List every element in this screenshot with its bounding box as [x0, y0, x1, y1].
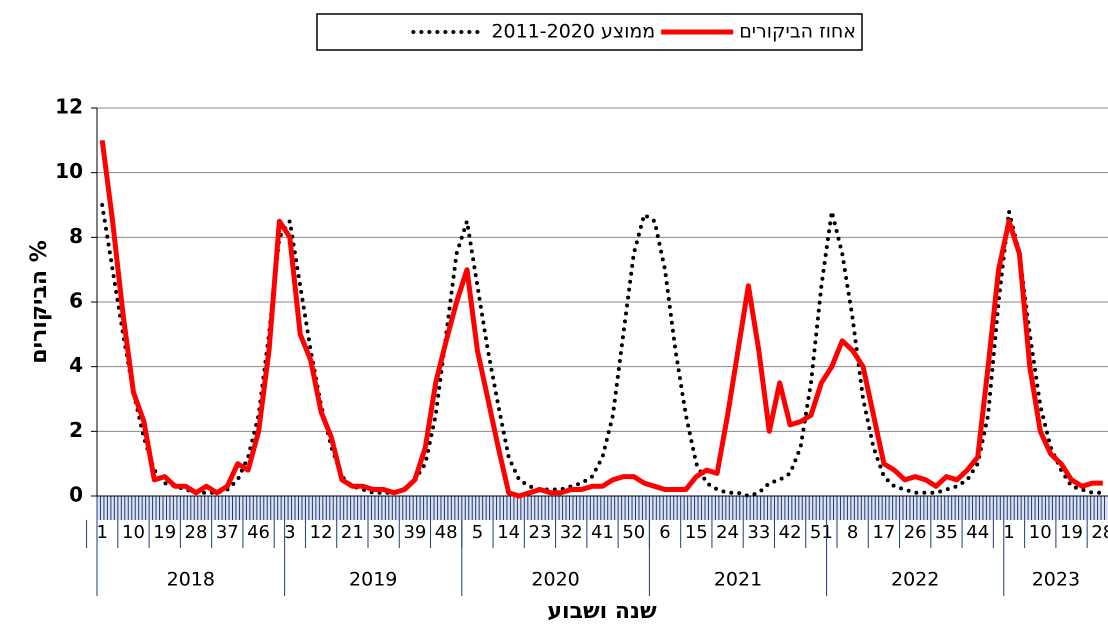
y-tick-label: 8: [69, 224, 83, 248]
y-tick-label: 10: [55, 159, 83, 183]
legend-label: ממוצע 2011-2020: [491, 21, 655, 43]
x-tick-label: 14: [497, 522, 520, 543]
x-tick-label: 1: [1003, 522, 1014, 543]
x-axis-title: שנה ושבוע: [547, 599, 657, 624]
x-tick-label: 48: [435, 522, 458, 543]
y-tick-label: 12: [55, 95, 83, 119]
x-tick-label: 46: [247, 522, 270, 543]
x-tick-label: 39: [403, 522, 426, 543]
series-line: [100, 203, 1105, 498]
legend-box: [316, 13, 863, 51]
x-tick-label: 28: [185, 522, 208, 543]
year-label: 2023: [1032, 569, 1080, 591]
y-tick-label: 4: [69, 353, 83, 377]
x-tick-label: 26: [904, 522, 927, 543]
x-tick-label: 42: [779, 522, 802, 543]
year-label: 2018: [167, 569, 215, 591]
x-tick-label: 17: [872, 522, 895, 543]
x-tick-label: 1: [96, 522, 107, 543]
x-tick-label: 35: [935, 522, 958, 543]
x-tick-label: 3: [284, 522, 295, 543]
y-tick-label: 0: [69, 483, 83, 507]
x-tick-label: 37: [216, 522, 239, 543]
x-tick-label: 5: [472, 522, 483, 543]
x-tick-label: 50: [622, 522, 645, 543]
series-line: [99, 139, 1103, 499]
x-tick-label: 19: [153, 522, 176, 543]
x-tick-label: 19: [1060, 522, 1083, 543]
year-label: 2020: [531, 569, 579, 591]
x-tick-label: 33: [747, 522, 770, 543]
x-tick-label: 28: [1091, 522, 1108, 543]
x-axis-band: [97, 496, 1108, 520]
year-label: 2021: [714, 569, 762, 591]
year-label: 2022: [891, 569, 939, 591]
x-tick-label: 6: [659, 522, 670, 543]
y-axis-title: % הביקורים: [27, 240, 52, 364]
x-tick-label: 12: [310, 522, 333, 543]
x-tick-label: 44: [966, 522, 989, 543]
legend-label: אחוז הביקורים: [739, 21, 856, 43]
x-tick-label: 23: [529, 522, 552, 543]
x-tick-label: 10: [1029, 522, 1052, 543]
year-label: 2019: [349, 569, 397, 591]
y-tick-label: 2: [69, 418, 83, 442]
x-tick-label: 32: [560, 522, 583, 543]
x-tick-label: 21: [341, 522, 364, 543]
x-tick-label: 10: [122, 522, 145, 543]
x-tick-label: 24: [716, 522, 739, 543]
x-tick-label: 41: [591, 522, 614, 543]
x-tick-label: 30: [372, 522, 395, 543]
x-tick-label: 8: [847, 522, 858, 543]
x-tick-label: 51: [810, 522, 833, 543]
x-tick-label: 15: [685, 522, 708, 543]
y-tick-label: 6: [69, 289, 83, 313]
